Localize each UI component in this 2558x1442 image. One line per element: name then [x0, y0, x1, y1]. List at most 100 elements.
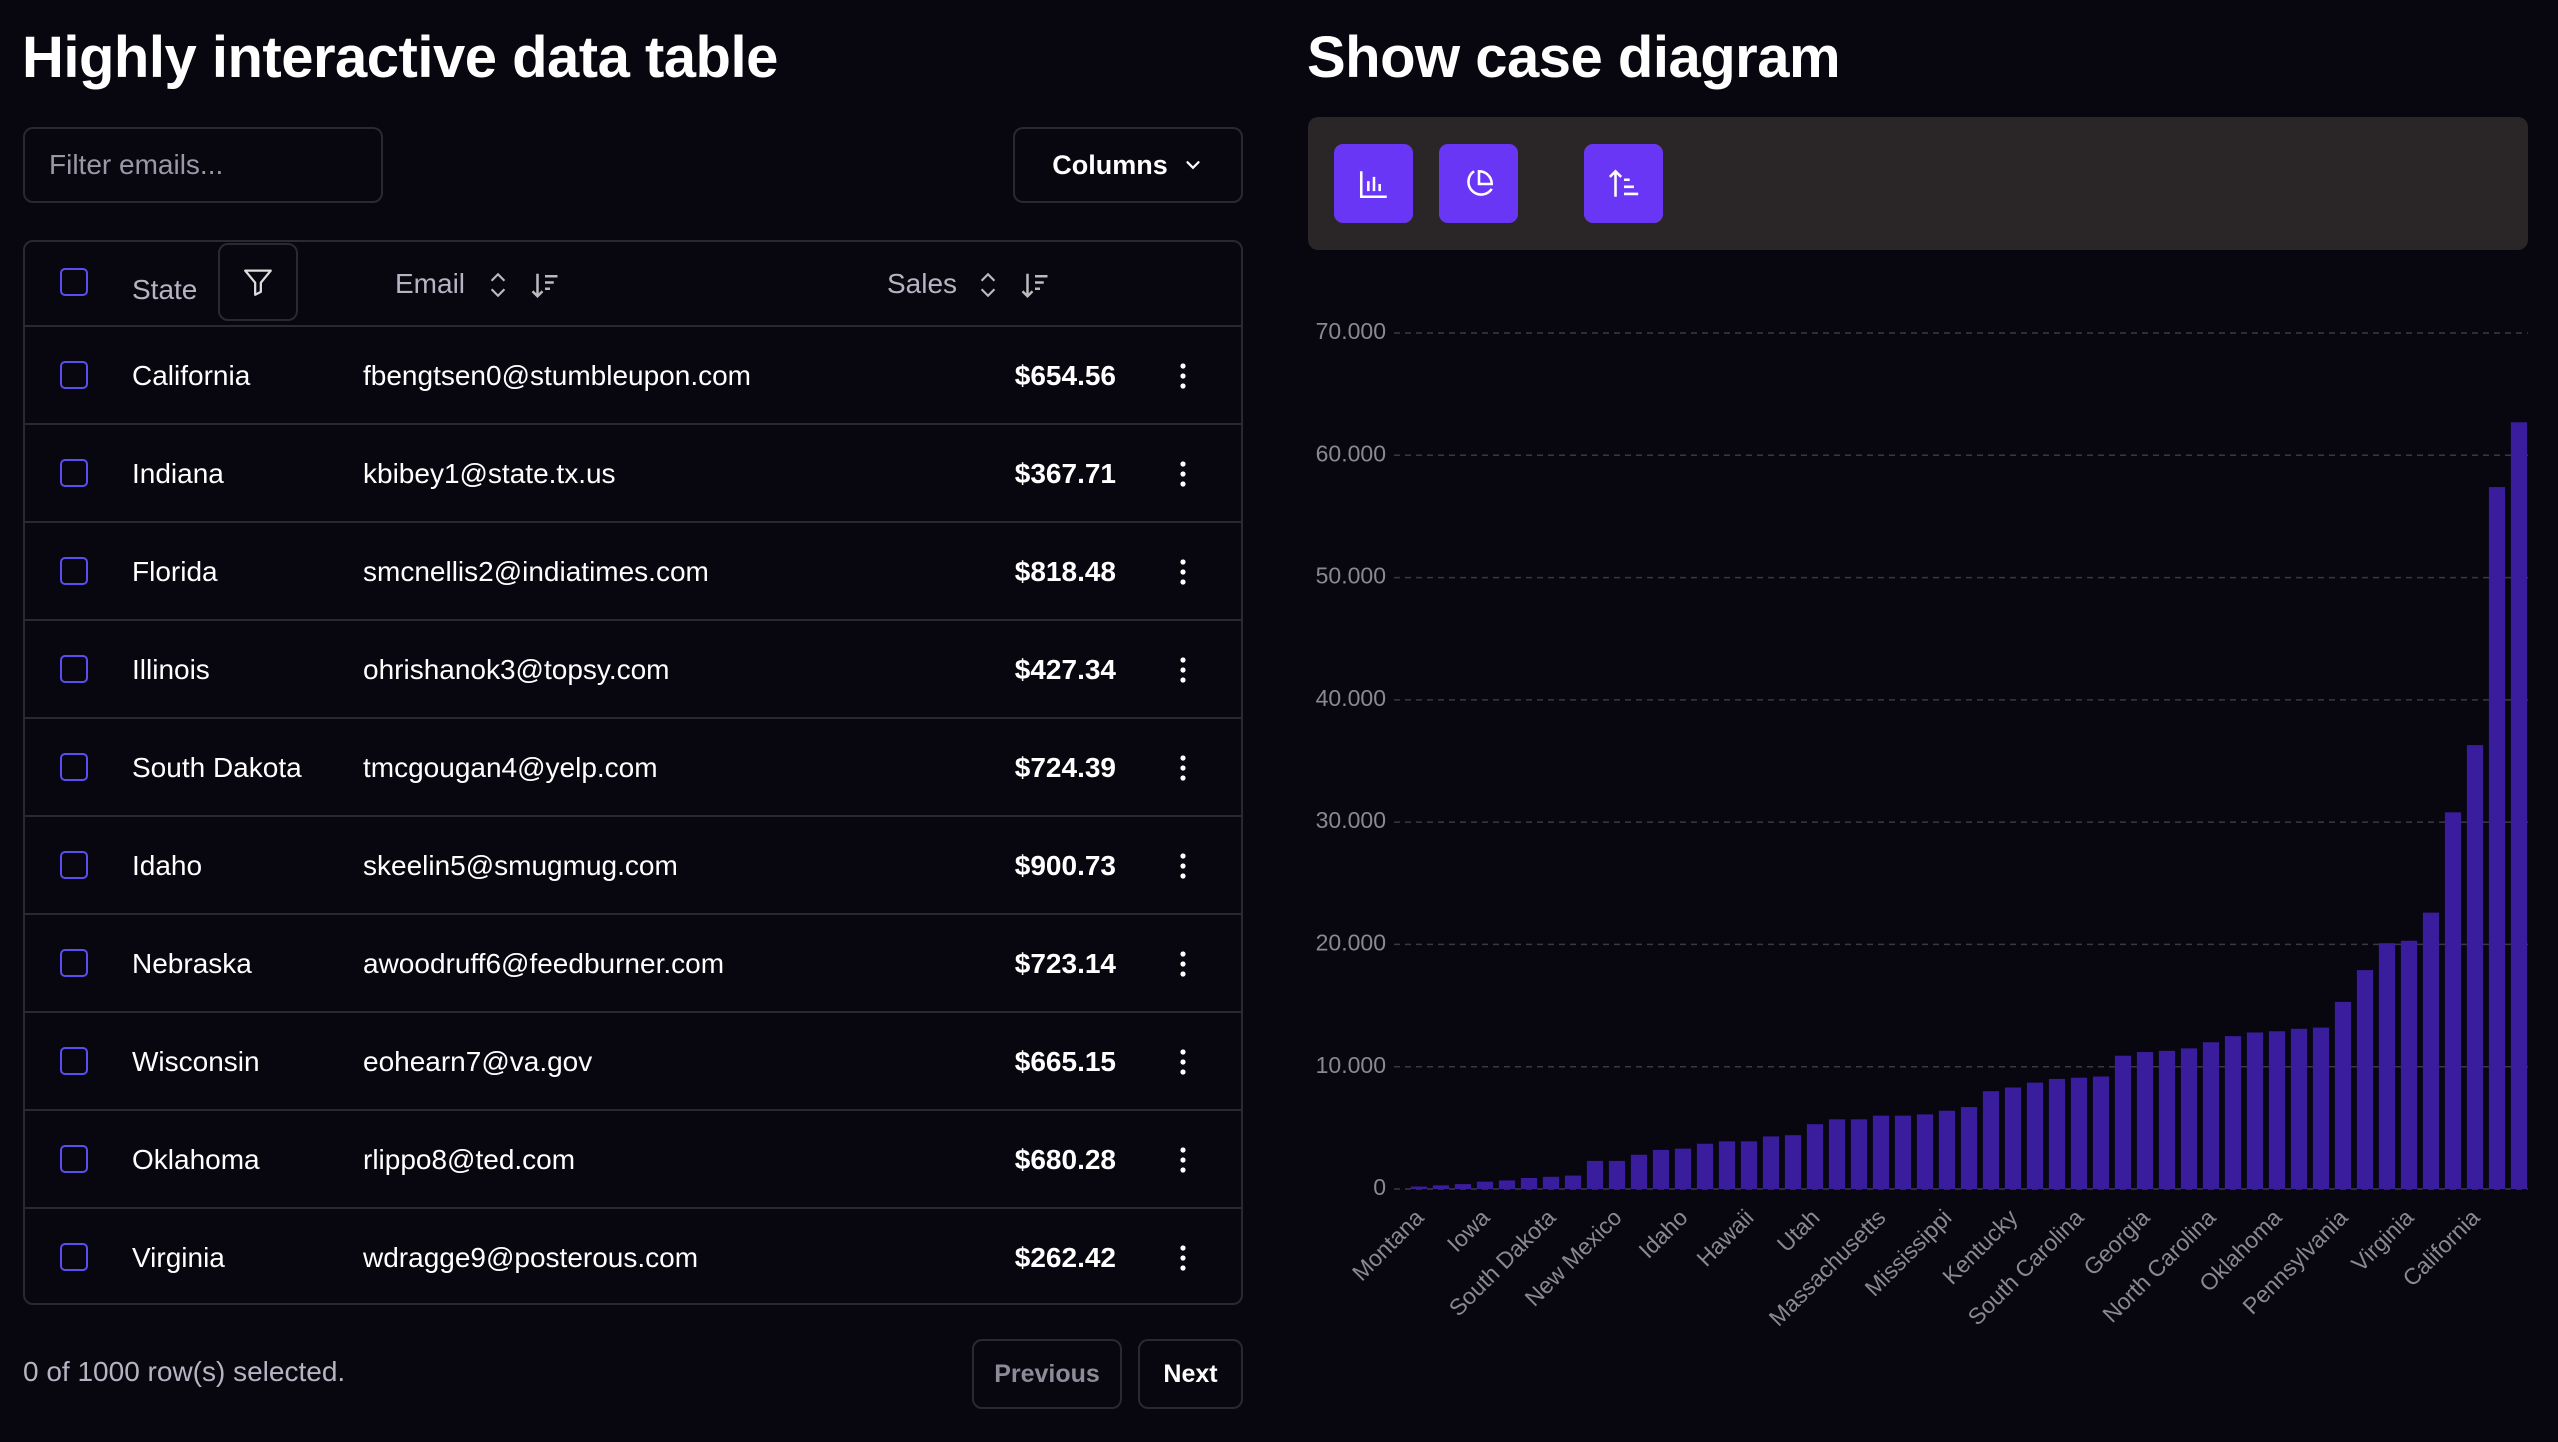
table-row: South Dakota tmcgougan4@yelp.com $724.39	[25, 719, 1241, 817]
row-checkbox[interactable]	[60, 851, 88, 879]
bar	[1806, 1124, 1824, 1189]
email-cell: ohrishanok3@topsy.com	[363, 654, 670, 685]
bar	[1762, 1136, 1780, 1189]
dots-icon	[1180, 559, 1186, 585]
bar	[2004, 1087, 2022, 1189]
filter-input[interactable]: Filter emails...	[23, 127, 383, 203]
sales-cell: $680.28	[1014, 1144, 1116, 1175]
bar	[2048, 1078, 2066, 1189]
sales-cell: $654.56	[1014, 360, 1116, 391]
state-cell: Nebraska	[132, 948, 252, 979]
bar	[1916, 1114, 1934, 1189]
columns-button[interactable]: Columns	[1013, 127, 1243, 203]
bar	[2136, 1052, 2154, 1189]
next-button[interactable]: Next	[1138, 1339, 1243, 1409]
bar	[1894, 1115, 1912, 1189]
previous-button[interactable]: Previous	[972, 1339, 1122, 1409]
x-tick-label: Massachusetts	[1764, 1204, 1891, 1331]
row-checkbox[interactable]	[60, 361, 88, 389]
bar	[2444, 812, 2462, 1189]
bar	[1850, 1119, 1868, 1189]
row-actions-button[interactable]	[1165, 553, 1201, 591]
bar	[2400, 940, 2418, 1189]
table-title: Highly interactive data table	[22, 25, 778, 90]
table-row: Indiana kbibey1@state.tx.us $367.71	[25, 425, 1241, 523]
row-checkbox[interactable]	[60, 557, 88, 585]
row-actions-button[interactable]	[1165, 1239, 1201, 1277]
bar	[2488, 487, 2506, 1190]
bar	[2246, 1032, 2264, 1189]
y-tick-label: 0	[1373, 1174, 1386, 1200]
bar	[1586, 1160, 1604, 1189]
x-tick-label: Utah	[1772, 1204, 1825, 1257]
bar	[1454, 1184, 1472, 1189]
state-cell: California	[132, 360, 251, 391]
y-tick-label: 50.000	[1316, 563, 1386, 589]
chevron-icon	[1186, 161, 1200, 170]
email-cell: kbibey1@state.tx.us	[363, 458, 616, 489]
pie-chart-button[interactable]	[1439, 144, 1518, 223]
sales-cell: $818.48	[1014, 556, 1116, 587]
state-cell: Idaho	[132, 850, 203, 881]
dots-icon	[1180, 853, 1186, 879]
sort-icon	[490, 272, 506, 298]
sales-cell: $724.39	[1014, 752, 1116, 783]
x-tick-label: Hawaii	[1691, 1204, 1758, 1271]
state-cell: Indiana	[132, 458, 224, 489]
bar-chart-icon	[1359, 170, 1387, 198]
row-checkbox[interactable]	[60, 1145, 88, 1173]
bar	[1828, 1119, 1846, 1189]
email-header[interactable]: Email	[395, 268, 466, 299]
email-cell: rlippo8@ted.com	[363, 1144, 576, 1175]
dots-icon	[1180, 1245, 1186, 1271]
bar	[1784, 1135, 1802, 1189]
row-actions-button[interactable]	[1165, 1141, 1201, 1179]
bar	[1652, 1149, 1670, 1189]
row-checkbox[interactable]	[60, 459, 88, 487]
row-actions-button[interactable]	[1165, 1043, 1201, 1081]
sales-header[interactable]: Sales	[887, 268, 958, 299]
row-actions-button[interactable]	[1165, 945, 1201, 983]
state-cell: South Dakota	[132, 752, 302, 783]
row-actions-button[interactable]	[1165, 749, 1201, 787]
row-actions-button[interactable]	[1165, 651, 1201, 689]
bar	[1520, 1177, 1538, 1189]
bar	[2158, 1050, 2176, 1189]
row-actions-button[interactable]	[1165, 847, 1201, 885]
row-checkbox[interactable]	[60, 949, 88, 977]
bar	[1740, 1141, 1758, 1189]
filter-button[interactable]	[218, 243, 298, 321]
row-checkbox[interactable]	[60, 655, 88, 683]
email-cell: skeelin5@smugmug.com	[363, 850, 678, 881]
sort-chart-button[interactable]	[1584, 144, 1663, 223]
sort-desc-icon[interactable]	[1020, 270, 1050, 300]
table-row: Illinois ohrishanok3@topsy.com $427.34	[25, 621, 1241, 719]
bar	[2312, 1027, 2330, 1189]
sort-desc-icon[interactable]	[530, 270, 560, 300]
state-header[interactable]: State	[132, 274, 198, 305]
state-cell: Virginia	[132, 1242, 225, 1273]
row-checkbox[interactable]	[60, 1047, 88, 1075]
email-cell: tmcgougan4@yelp.com	[363, 752, 658, 783]
bar	[1960, 1107, 1978, 1189]
chart-toolbar	[1308, 117, 2528, 250]
table-row: Florida smcnellis2@indiatimes.com $818.48	[25, 523, 1241, 621]
state-cell: Oklahoma	[132, 1144, 260, 1175]
sort-icon	[980, 272, 996, 298]
bar-chart-button[interactable]	[1334, 144, 1413, 223]
x-tick-label: Idaho	[1633, 1204, 1692, 1263]
row-checkbox[interactable]	[60, 1243, 88, 1271]
dots-icon	[1180, 461, 1186, 487]
row-actions-button[interactable]	[1165, 455, 1201, 493]
selection-status: 0 of 1000 row(s) selected.	[23, 1356, 346, 1387]
dots-icon	[1180, 1049, 1186, 1075]
state-cell: Florida	[132, 556, 218, 587]
dots-icon	[1180, 657, 1186, 683]
row-actions-button[interactable]	[1165, 357, 1201, 395]
x-tick-label: North Carolina	[2097, 1204, 2220, 1327]
row-checkbox[interactable]	[60, 753, 88, 781]
select-all-checkbox[interactable]	[60, 268, 88, 296]
bar	[2268, 1031, 2286, 1189]
